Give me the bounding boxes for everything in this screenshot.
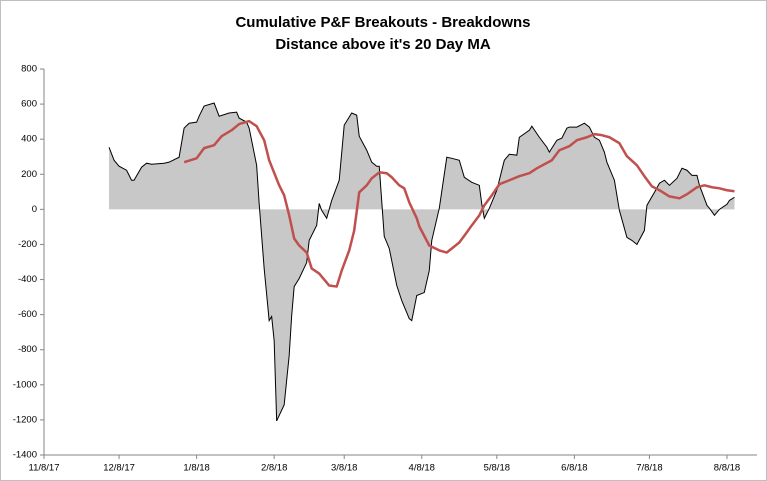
y-tick-label: 400 — [21, 134, 37, 145]
area-fill — [109, 103, 735, 421]
y-tick-label: 600 — [21, 99, 37, 110]
ma-line — [183, 119, 735, 288]
x-tick-label: 2/8/18 — [261, 463, 287, 474]
y-tick-label: 0 — [32, 204, 37, 215]
x-tick-label: 5/8/18 — [484, 463, 510, 474]
x-tick-label: 1/8/18 — [183, 463, 209, 474]
y-tick-label: 200 — [21, 169, 37, 180]
x-tick-label: 7/8/18 — [636, 463, 662, 474]
chart-title: Cumulative P&F Breakouts - Breakdowns — [235, 14, 530, 31]
y-tick-label: -400 — [18, 274, 37, 285]
x-tick-label: 11/8/17 — [29, 463, 60, 474]
x-tick-label: 6/8/18 — [561, 463, 587, 474]
y-tick-label: -200 — [18, 239, 37, 250]
y-tick-label: -600 — [18, 309, 37, 320]
area-line — [108, 102, 735, 422]
chart-subtitle: Distance above it's 20 Day MA — [275, 36, 490, 53]
x-tick-label: 4/8/18 — [409, 463, 435, 474]
y-tick-label: -1400 — [13, 450, 37, 461]
x-tick-label: 12/8/17 — [103, 463, 135, 474]
y-tick-label: -1000 — [13, 379, 37, 390]
x-tick-label: 3/8/18 — [331, 463, 357, 474]
y-tick-label: -1200 — [13, 414, 37, 425]
y-tick-label: -800 — [18, 344, 37, 355]
x-tick-label: 8/8/18 — [714, 463, 740, 474]
y-tick-label: 800 — [21, 64, 37, 75]
